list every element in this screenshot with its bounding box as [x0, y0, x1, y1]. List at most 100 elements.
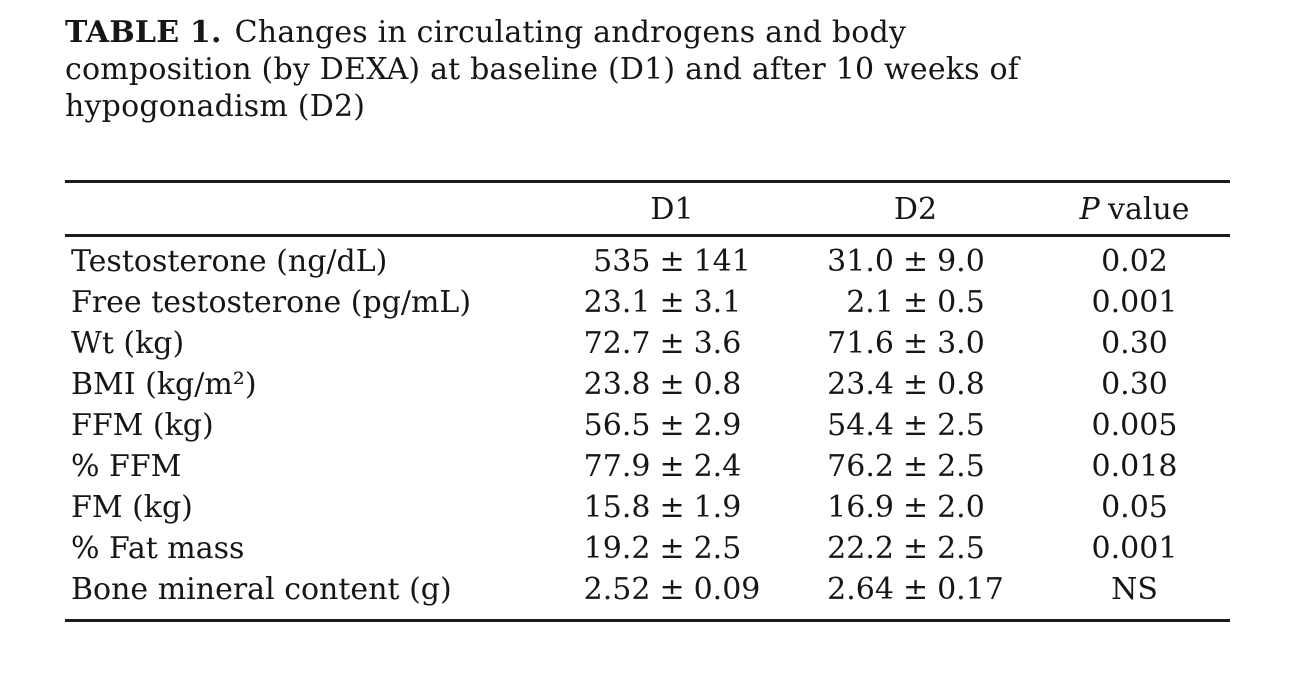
d2-error: 0.17	[937, 572, 1004, 607]
p-value-cell: 0.001	[1091, 285, 1178, 320]
d1-error: 1.9	[693, 490, 742, 525]
d1-error: 3.6	[693, 326, 742, 361]
p-value-cell: 0.018	[1091, 449, 1178, 484]
d1-value-cell: 23.8 ±0.8	[552, 364, 792, 405]
plus-minus-symbol: ±	[659, 449, 685, 484]
row-label: FFM (kg)	[71, 408, 214, 443]
d2-value-cell: 31.0 ±9.0	[792, 241, 1039, 282]
d2-value-cell: 23.4 ±0.8	[792, 364, 1039, 405]
d2-error: 2.0	[937, 490, 985, 525]
caption-text-2: composition (by DEXA) at baseline (D1) a…	[65, 52, 1020, 87]
d1-value-cell: 56.5 ±2.9	[552, 405, 792, 446]
d2-error: 3.0	[937, 326, 985, 361]
d1-mean: 19.2	[583, 531, 651, 566]
d2-error: 9.0	[937, 244, 985, 279]
row-label: % Fat mass	[71, 531, 245, 566]
plus-minus-symbol: ±	[902, 449, 929, 484]
plus-minus-symbol: ±	[659, 326, 685, 361]
p-value-cell: 0.05	[1101, 490, 1168, 525]
row-label: Free testosterone (pg/mL)	[71, 285, 472, 320]
d2-value-cell: 22.2 ±2.5	[792, 528, 1039, 569]
d1-value-cell: 72.7 ±3.6	[552, 323, 792, 364]
d1-mean: 23.1	[583, 285, 651, 320]
d1-error: 2.9	[693, 408, 742, 443]
table-row: Free testosterone (pg/mL) 23.1 ±3.1 2.1 ±0…	[65, 282, 1230, 323]
plus-minus-symbol: ±	[902, 367, 929, 402]
plus-minus-symbol: ±	[902, 572, 929, 607]
d1-value-cell: 15.8 ±1.9	[552, 487, 792, 528]
d2-error: 0.5	[937, 285, 985, 320]
plus-minus-symbol: ±	[659, 531, 685, 566]
col-header-d1: D1	[650, 192, 694, 227]
d1-error: 0.09	[693, 572, 761, 607]
col-header-d2: D2	[893, 192, 938, 227]
d2-value-cell: 16.9 ±2.0	[792, 487, 1039, 528]
d1-error: 2.5	[693, 531, 742, 566]
d1-mean: 23.8	[583, 367, 651, 402]
plus-minus-symbol: ±	[659, 572, 685, 607]
table-row: % Fat mass 19.2 ±2.5 22.2 ±2.5 0.001	[65, 528, 1230, 569]
d2-value-cell: 71.6 ±3.0	[792, 323, 1039, 364]
d1-value-cell: 535 ±141	[552, 241, 792, 282]
p-value-cell: 0.30	[1101, 367, 1168, 402]
table-caption: TABLE 1. Changes in circulating androgens…	[65, 14, 1175, 125]
d1-value-cell: 23.1 ±3.1	[552, 282, 792, 323]
d2-mean: 22.2	[827, 531, 894, 566]
plus-minus-symbol: ±	[659, 367, 685, 402]
d2-value-cell: 2.1 ±0.5	[792, 282, 1039, 323]
plus-minus-symbol: ±	[902, 490, 929, 525]
plus-minus-symbol: ±	[902, 531, 929, 566]
d1-error: 3.1	[693, 285, 742, 320]
p-value-cell: 0.005	[1091, 408, 1178, 443]
d2-mean: 71.6	[827, 326, 894, 361]
p-value-cell: 0.001	[1091, 531, 1178, 566]
d1-mean: 77.9	[583, 449, 651, 484]
d2-mean: 23.4	[827, 367, 894, 402]
d1-mean: 72.7	[583, 326, 651, 361]
table-row: % FFM 77.9 ±2.4 76.2 ±2.5 0.018	[65, 446, 1230, 487]
d2-mean: 54.4	[827, 408, 894, 443]
table-row: BMI (kg/m²) 23.8 ±0.8 23.4 ±0.8 0.30	[65, 364, 1230, 405]
d2-error: 0.8	[937, 367, 985, 402]
d1-error: 2.4	[693, 449, 742, 484]
p-value-cell: NS	[1111, 572, 1158, 607]
row-label: FM (kg)	[71, 490, 193, 525]
plus-minus-symbol: ±	[902, 326, 929, 361]
d2-mean: 16.9	[827, 490, 894, 525]
d2-mean: 2.64	[827, 572, 894, 607]
table-body: Testosterone (ng/dL) 535 ±141 31.0 ±9.0 0.…	[65, 237, 1230, 619]
d2-value-cell: 76.2 ±2.5	[792, 446, 1039, 487]
d2-value-cell: 54.4 ±2.5	[792, 405, 1039, 446]
d1-mean: 56.5	[583, 408, 651, 443]
table-row: Wt (kg) 72.7 ±3.6 71.6 ±3.0 0.30	[65, 323, 1230, 364]
caption-text-3: hypogonadism (D2)	[65, 89, 366, 124]
d1-mean: 2.52	[583, 572, 651, 607]
caption-line-1: TABLE 1. Changes in circulating androgens…	[65, 14, 1175, 51]
table-row: FM (kg) 15.8 ±1.9 16.9 ±2.0 0.05	[65, 487, 1230, 528]
plus-minus-symbol: ±	[659, 490, 685, 525]
d1-error: 0.8	[693, 367, 742, 402]
row-label: Testosterone (ng/dL)	[71, 244, 388, 279]
d2-mean: 2.1	[846, 285, 894, 320]
plus-minus-symbol: ±	[902, 408, 929, 443]
d1-mean: 535	[593, 244, 651, 279]
p-value-cell: 0.30	[1101, 326, 1168, 361]
table-row: FFM (kg) 56.5 ±2.9 54.4 ±2.5 0.005	[65, 405, 1230, 446]
caption-line-2: composition (by DEXA) at baseline (D1) a…	[65, 51, 1175, 88]
d2-mean: 76.2	[827, 449, 894, 484]
row-label: BMI (kg/m²)	[71, 367, 257, 402]
p-rest: value	[1108, 192, 1190, 227]
p-symbol: P	[1079, 192, 1100, 227]
d2-value-cell: 2.64 ±0.17	[792, 569, 1039, 610]
p-value-cell: 0.02	[1101, 244, 1168, 279]
plus-minus-symbol: ±	[659, 408, 685, 443]
plus-minus-symbol: ±	[659, 285, 685, 320]
plus-minus-symbol: ±	[902, 244, 929, 279]
d2-error: 2.5	[937, 449, 985, 484]
caption-line-3: hypogonadism (D2)	[65, 88, 1175, 125]
d2-error: 2.5	[937, 531, 985, 566]
